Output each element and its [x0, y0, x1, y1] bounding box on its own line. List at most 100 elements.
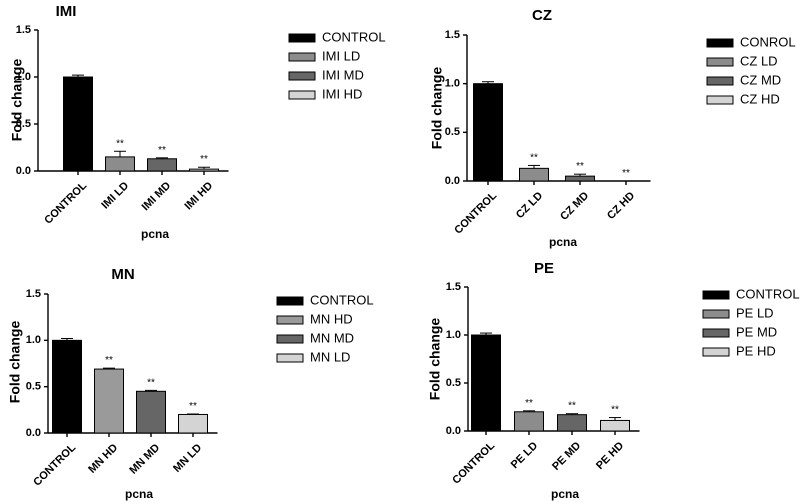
- chart-panel-mn: MN Fold change 0.0 0.5 1.0 1.5 CONTROL ** MN HD *…: [7, 266, 374, 501]
- chart-panel-pe: PE Fold change 0.0 0.5 1.0 1.5 CONTROL ** PE LD *…: [427, 260, 800, 501]
- x-category-label: CONTROL: [450, 440, 497, 487]
- y-tick-label: 1.5: [16, 24, 31, 36]
- x-axis-label: pcna: [125, 487, 153, 501]
- legend-label: MN MD: [310, 330, 354, 345]
- significance-marker: **: [530, 152, 538, 163]
- legend-label: CONROL: [740, 34, 796, 49]
- legend-swatch: [288, 52, 316, 62]
- x-category-label: CONTROL: [42, 180, 89, 227]
- significance-marker: **: [611, 405, 619, 416]
- legend-label: CONTROL: [310, 292, 374, 307]
- x-category-label: MN HD: [86, 442, 120, 476]
- y-tick-label: 0.0: [446, 425, 461, 437]
- legend-swatch: [702, 347, 730, 357]
- legend-label: PE HD: [736, 343, 776, 358]
- x-category-label: CZ HD: [605, 190, 637, 222]
- significance-marker: **: [568, 401, 576, 412]
- y-tick-label: 1.0: [16, 71, 31, 83]
- bar-pe-md: [557, 414, 587, 432]
- x-category-label: PE LD: [509, 440, 540, 471]
- chart-title: IMI: [56, 3, 77, 20]
- legend-swatch: [706, 57, 734, 67]
- x-category-label: CZ MD: [558, 190, 591, 223]
- legend-swatch: [288, 90, 316, 100]
- bar-control: [52, 339, 82, 434]
- legend-swatch: [702, 309, 730, 319]
- bar-cz-ld: [519, 167, 549, 182]
- legend-label: CONTROL: [736, 286, 800, 301]
- legend-label: IMI LD: [322, 48, 360, 63]
- y-tick-label: 0.0: [445, 175, 460, 187]
- legend: CONTROL MN HD MN MD MN LD: [276, 292, 374, 364]
- y-axis-label: Fold change: [7, 321, 23, 404]
- legend-swatch: [288, 71, 316, 81]
- legend-label: CZ MD: [740, 72, 781, 87]
- y-tick-label: 0.5: [16, 118, 31, 130]
- bar-control: [471, 334, 501, 432]
- bar-mn-ld: [178, 413, 208, 434]
- legend-swatch: [276, 353, 304, 363]
- x-category-label: CONTROL: [31, 442, 78, 489]
- legend-swatch: [276, 334, 304, 344]
- chart-title: CZ: [532, 7, 552, 24]
- x-axis-label: pcna: [141, 227, 169, 241]
- x-category-label: CONTROL: [452, 190, 499, 237]
- x-category-label: IMI HD: [183, 180, 216, 213]
- legend-label: IMI MD: [322, 67, 364, 82]
- legend: CONTROL IMI LD IMI MD IMI HD: [288, 29, 386, 101]
- legend-label: CZ LD: [740, 53, 778, 68]
- x-category-label: IMI MD: [140, 180, 174, 214]
- significance-marker: **: [116, 138, 124, 149]
- bar-cz-md: [565, 175, 595, 182]
- y-tick-label: 1.5: [446, 281, 461, 293]
- y-tick-label: 0.5: [446, 377, 461, 389]
- y-tick-label: 1.0: [445, 78, 460, 90]
- legend-swatch: [276, 315, 304, 325]
- y-tick-label: 1.0: [26, 334, 41, 346]
- bar-mn-md: [136, 390, 166, 434]
- legend-label: PE LD: [736, 305, 774, 320]
- significance-marker: **: [200, 154, 208, 165]
- chart-panel-cz: CZ Fold change 0.0 0.5 1.0 1.5 CONTROL ** CZ LD *…: [429, 7, 796, 249]
- chart-title: PE: [534, 260, 554, 277]
- significance-marker: **: [158, 145, 166, 156]
- legend-label: CONTROL: [322, 29, 386, 44]
- y-tick-label: 0.0: [26, 427, 41, 439]
- y-axis-label: Fold change: [9, 59, 25, 142]
- bar-control: [473, 83, 503, 182]
- legend: CONROL CZ LD CZ MD CZ HD: [706, 34, 796, 106]
- x-category-label: IMI LD: [99, 180, 131, 212]
- y-axis-label: Fold change: [429, 67, 445, 150]
- legend-label: IMI HD: [322, 86, 362, 101]
- y-tick-label: 1.5: [445, 29, 460, 41]
- bar-imi-hd: [189, 168, 219, 172]
- x-category-label: CZ LD: [514, 190, 545, 221]
- bar-control: [63, 76, 93, 172]
- x-category-label: PE HD: [594, 440, 626, 472]
- legend-label: MN LD: [310, 349, 350, 364]
- significance-marker: **: [189, 401, 197, 412]
- y-tick-label: 0.0: [16, 165, 31, 177]
- bar-pe-ld: [514, 411, 544, 432]
- significance-marker: **: [576, 161, 584, 172]
- chart-title: MN: [111, 266, 134, 283]
- legend: CONTROL PE LD PE MD PE HD: [702, 286, 800, 358]
- legend-label: MN HD: [310, 311, 353, 326]
- chart-panel-imi: IMI Fold change 0.0 0.5 1.0 1.5 CONTROL ** IMI L…: [9, 3, 386, 241]
- legend-swatch: [706, 76, 734, 86]
- legend-swatch: [706, 38, 734, 48]
- significance-marker: **: [525, 398, 533, 409]
- significance-marker: **: [105, 355, 113, 366]
- bar-mn-hd: [94, 368, 124, 434]
- y-tick-label: 1.5: [26, 288, 41, 300]
- x-category-label: MN LD: [171, 442, 204, 475]
- bar-imi-ld: [105, 156, 135, 172]
- y-axis-label: Fold change: [427, 318, 443, 401]
- legend-swatch: [702, 290, 730, 300]
- x-axis-label: pcna: [551, 487, 579, 501]
- legend-swatch: [702, 328, 730, 338]
- legend-label: PE MD: [736, 324, 777, 339]
- y-tick-label: 0.5: [26, 381, 41, 393]
- x-category-label: PE MD: [550, 440, 583, 473]
